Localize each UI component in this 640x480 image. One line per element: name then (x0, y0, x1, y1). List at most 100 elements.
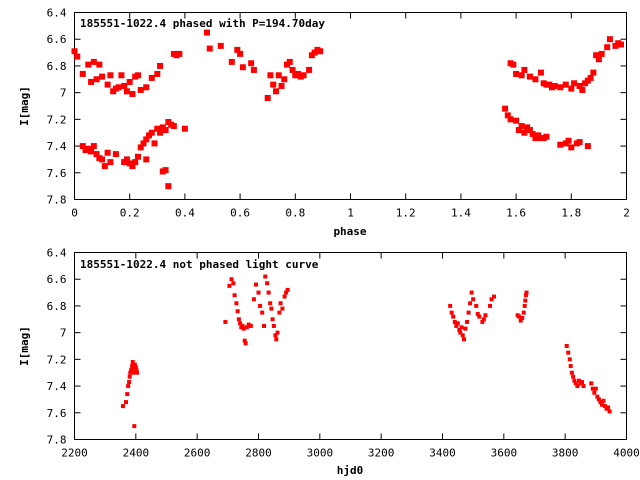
data-point (598, 50, 605, 57)
chart-title: 185551-1022.4 phased with P=194.70day (80, 17, 325, 30)
data-point (79, 70, 86, 77)
data-point (513, 70, 520, 77)
y-tick-label: 6.8 (47, 300, 67, 313)
data-point (239, 64, 246, 71)
data-point (237, 50, 244, 57)
data-point (568, 85, 575, 92)
data-point (284, 290, 289, 295)
data-point (567, 357, 572, 362)
data-point (265, 281, 270, 286)
data-point (596, 397, 601, 402)
data-point (271, 323, 276, 328)
data-point (99, 156, 106, 163)
data-point (520, 315, 525, 320)
data-point (124, 400, 129, 405)
data-point (579, 86, 586, 93)
data-point (289, 66, 296, 73)
data-point (135, 370, 140, 375)
y-tick-label: 6.4 (47, 247, 67, 260)
data-point (571, 80, 578, 87)
data-point (584, 143, 591, 150)
x-tick-label: 2 (623, 207, 630, 220)
y-tick-label: 7 (60, 327, 67, 340)
x-tick-label: 1.8 (561, 207, 581, 220)
data-point (115, 84, 122, 91)
data-point (120, 404, 125, 409)
data-point (581, 384, 586, 389)
data-point (238, 321, 243, 326)
data-point (88, 148, 95, 155)
data-point (274, 337, 279, 342)
data-point (227, 283, 232, 288)
data-point (598, 400, 603, 405)
data-point (118, 72, 125, 79)
data-point (599, 402, 604, 407)
data-point (256, 290, 261, 295)
data-point (454, 323, 459, 328)
data-point (140, 140, 147, 147)
data-point (104, 81, 111, 88)
data-point (143, 136, 150, 143)
data-point (463, 326, 468, 331)
x-tick-label: 0.4 (175, 207, 195, 220)
data-point (571, 374, 576, 379)
data-point (130, 360, 135, 365)
data-point (228, 58, 235, 65)
data-point (317, 48, 324, 55)
data-point (157, 129, 164, 136)
data-point (569, 370, 574, 375)
data-point (282, 294, 287, 299)
data-point (587, 74, 594, 81)
y-tick-label: 6.6 (47, 33, 67, 46)
data-point (270, 81, 277, 88)
data-point (562, 81, 569, 88)
data-point (468, 301, 473, 306)
data-point (480, 319, 485, 324)
x-tick-label: 0.2 (120, 207, 140, 220)
data-point (280, 306, 285, 311)
data-point (157, 62, 164, 69)
data-point (595, 56, 602, 63)
data-point (236, 317, 241, 322)
data-point (244, 325, 249, 330)
data-point (448, 303, 453, 308)
y-axis-label: I[mag] (18, 326, 31, 366)
data-point (522, 303, 527, 308)
data-point (137, 86, 144, 93)
data-point (243, 341, 248, 346)
data-point (126, 384, 131, 389)
data-point (130, 364, 135, 369)
data-point (504, 112, 511, 119)
data-point (242, 338, 247, 343)
data-point (593, 386, 598, 391)
data-point (518, 123, 525, 130)
x-tick-label: 4000 (613, 447, 640, 460)
x-axis-ticks: 2200 2400 2600 2800 3000 3200 3400 3600 3800 4000 (61, 252, 640, 460)
data-point (300, 72, 307, 79)
data-point (148, 74, 155, 81)
data-point (526, 73, 533, 80)
data-point (524, 290, 529, 295)
data-point (281, 76, 288, 83)
data-point (134, 368, 139, 373)
data-point (576, 378, 581, 383)
data-point (590, 386, 595, 391)
data-point (273, 333, 278, 338)
data-point (129, 163, 136, 170)
data-point (489, 297, 494, 302)
data-point (532, 76, 539, 83)
data-point (521, 310, 526, 315)
phased-light-curve-panel: 185551-1022.4 phased with P=194.70day ph… (18, 7, 630, 239)
data-point (123, 88, 130, 95)
x-tick-label: 3000 (307, 447, 334, 460)
data-point (469, 290, 474, 295)
data-point (557, 141, 564, 148)
data-point (285, 287, 290, 292)
x-tick-label: 3600 (491, 447, 518, 460)
data-point (132, 159, 139, 166)
data-point (526, 127, 533, 134)
data-point (492, 294, 497, 299)
y-axis-ticks: 6.4 6.6 6.8 7 7.2 7.4 7.6 7.8 (47, 7, 627, 207)
data-point (121, 82, 128, 89)
data-point (231, 281, 236, 286)
